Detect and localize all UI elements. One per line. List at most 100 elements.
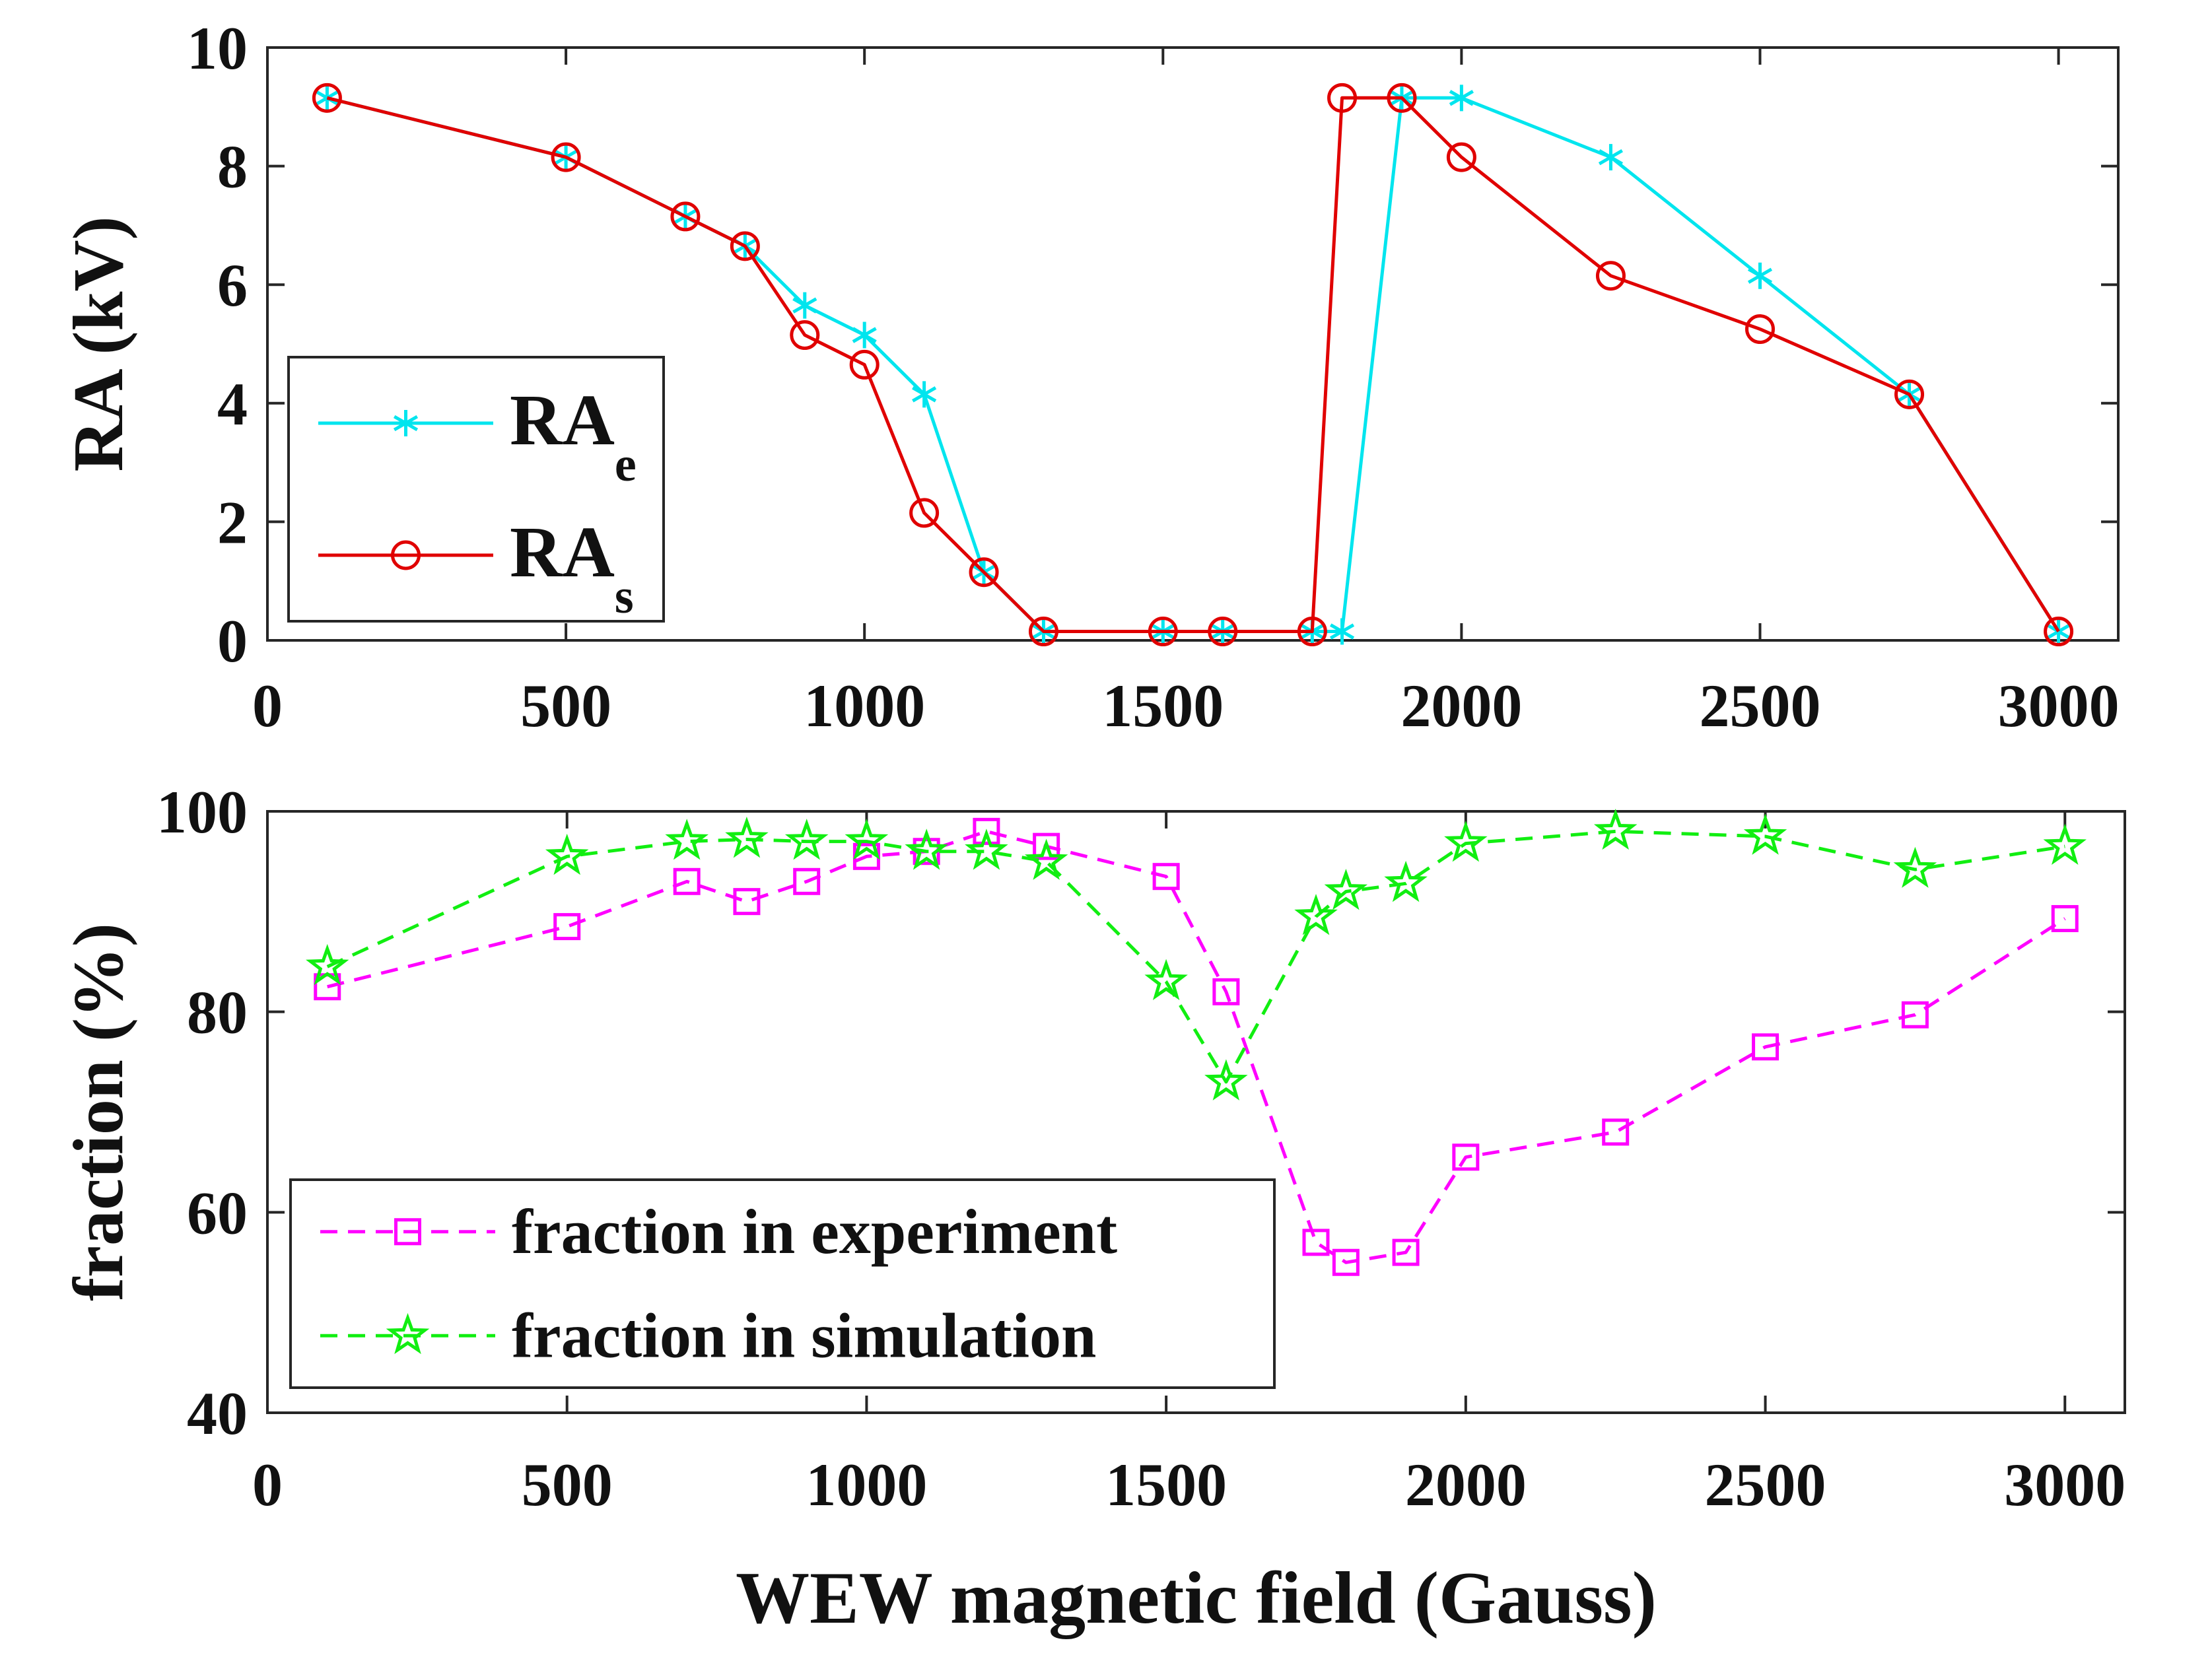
chart2-series-1-point-4: [793, 867, 821, 895]
chart2-series-1-point-1: [553, 913, 581, 941]
chart1-legend-label-1: RAe: [510, 380, 637, 492]
chart2-x-tick-label: 0: [252, 1451, 283, 1518]
chart1-legend-box: [287, 356, 665, 623]
chart1-x-tick-label: 500: [520, 672, 611, 739]
chart1-y-tick-label: 2: [217, 489, 248, 556]
chart2-series-2-point-4: [784, 819, 829, 860]
chart1-series-2-point-7: [969, 557, 999, 588]
chart2-series-2-point-7: [965, 829, 1008, 870]
chart1-series-1-point-15: [1598, 144, 1624, 171]
chart2-series-2-point-1: [545, 833, 589, 875]
chart1-legend-marker-2-point-0: [391, 540, 421, 570]
chart2-series-2-point-6: [905, 829, 948, 870]
chart2-legend-marker-2-point-0: [386, 1312, 430, 1355]
chart2-series-1-point-12: [1332, 1248, 1360, 1276]
chart1-series-2-point-14: [1446, 142, 1476, 172]
chart1-legend-marker-1-point-0: [393, 410, 419, 436]
chart2-legend: fraction in experiment fraction in simula…: [289, 1178, 1276, 1389]
chart1-series-2-point-12: [1327, 83, 1358, 113]
chart2-series-2-point-18: [2043, 823, 2087, 865]
chart1-x-tick-label: 3000: [1998, 672, 2120, 739]
chart2-y-tick-label: 100: [156, 778, 248, 846]
chart2-series-1-point-11: [1302, 1229, 1330, 1256]
chart1-legend-label-subscript: s: [615, 570, 634, 624]
chart1-series-2-point-17: [1894, 379, 1925, 409]
chart2-legend-label-1: fraction in experiment: [512, 1196, 1117, 1267]
chart2-series-2-point-2: [665, 819, 709, 860]
chart1-series-2-point-13: [1387, 83, 1417, 113]
chart1-series-1-point-5: [852, 322, 877, 349]
chart1-series-2-point-15: [1595, 261, 1626, 291]
chart1-y-tick-label: 6: [217, 252, 248, 319]
chart1-series-2-point-18: [2044, 617, 2074, 647]
chart2-x-tick-label: 1000: [806, 1451, 927, 1518]
chart2-y-tick-label: 60: [187, 1179, 248, 1246]
chart1-y-tick-label: 10: [187, 15, 248, 82]
chart2-y-axis-label: fraction (%): [59, 923, 138, 1301]
chart1-series-1-point-6: [912, 381, 937, 408]
chart1-series-2-point-11: [1297, 617, 1327, 647]
chart2-x-axis-label: WEW magnetic field (Gauss): [736, 1557, 1657, 1639]
chart2-legend-marker-1-point-0: [394, 1218, 421, 1246]
chart1-x-tick-label: 1000: [804, 672, 925, 739]
chart1-x-tick-label: 0: [252, 672, 283, 739]
chart2-x-tick-label: 2500: [1705, 1451, 1826, 1518]
chart2-x-tick-label: 1500: [1105, 1451, 1227, 1518]
chart1-x-tick-label: 1500: [1102, 672, 1224, 739]
chart2-series-1-line: [327, 829, 2066, 1264]
chart2-y-tick-label: 40: [187, 1380, 248, 1447]
chart1-y-axis-label: RA (kV): [59, 216, 138, 471]
chart1-series-2-point-5: [849, 349, 880, 380]
chart1-x-tick-label: 2000: [1400, 672, 1522, 739]
chart1-series-2-line: [326, 96, 2060, 633]
chart2-legend-box: [289, 1178, 1276, 1389]
chart1-y-tick-label: 8: [217, 133, 248, 201]
chart1-series-2-point-1: [551, 142, 581, 172]
chart2-group: 0 500 1000 1500 2000 2500 3000 40 60 80 100 fractio…: [59, 778, 2126, 1639]
chart2-series-2-point-0: [306, 943, 349, 986]
chart1-series-1-point-14: [1449, 85, 1474, 112]
chart2-series-2-point-16: [1743, 813, 1787, 855]
chart2-x-tick-label: 500: [522, 1451, 613, 1518]
chart1-series-1-point-4: [792, 292, 817, 319]
chart1-series-2-point-16: [1745, 314, 1775, 345]
chart2-series-2-point-13: [1384, 860, 1428, 902]
chart1-series-2: [312, 83, 2074, 647]
chart2-series-1-point-7: [973, 817, 1000, 845]
chart2-series-2-point-8: [1024, 838, 1068, 880]
chart2-series-1-point-8: [1033, 832, 1060, 860]
chart2-series-1-point-2: [673, 867, 701, 895]
chart2-series-2-line: [326, 829, 2065, 1084]
chart1-x-tick-label: 2500: [1699, 672, 1820, 739]
chart2-series-2-point-10: [1204, 1059, 1248, 1100]
chart1-legend-label-subscript: e: [615, 438, 637, 492]
chart2-x-tick-label: 3000: [2004, 1451, 2126, 1518]
chart1-legend-label-base: RA: [510, 380, 615, 460]
chart2-series-2-point-14: [1444, 821, 1488, 862]
chart2-legend-label-2: fraction in simulation: [512, 1300, 1096, 1371]
chart2-series-2-point-11: [1294, 893, 1338, 935]
chart1-series-2-point-0: [312, 83, 342, 113]
chart1-series-2-point-3: [730, 231, 760, 261]
chart1-series-2-point-9: [1148, 617, 1178, 647]
chart1-group: 0 500 1000 1500 2000 2500 3000 0 2 4 6 8 10 RA (kV) RA…: [59, 15, 2120, 739]
chart1-legend-label-base: RA: [510, 512, 615, 592]
chart2-series-2-point-9: [1144, 959, 1188, 1001]
chart2-series-1-point-9: [1152, 863, 1180, 891]
chart2-series-1-point-14: [1452, 1143, 1480, 1171]
chart2-series-1-point-18: [2051, 904, 2079, 932]
chart2-series-1-point-15: [1602, 1118, 1630, 1146]
chart1-series-2-point-2: [670, 201, 701, 232]
chart1-series-2-point-6: [909, 498, 940, 528]
chart1-series-2-point-4: [790, 320, 820, 351]
chart1-y-tick-label: 4: [217, 370, 248, 438]
chart2-series-1-point-13: [1392, 1238, 1420, 1266]
chart1-y-tick-label: 0: [217, 607, 248, 675]
chart2-series-1-point-16: [1752, 1033, 1780, 1061]
chart2-series-2: [306, 809, 2087, 1100]
chart2-series-2-point-17: [1893, 846, 1937, 888]
chart2-x-tick-label: 2000: [1405, 1451, 1527, 1518]
chart2-series-1-point-10: [1212, 978, 1240, 1005]
